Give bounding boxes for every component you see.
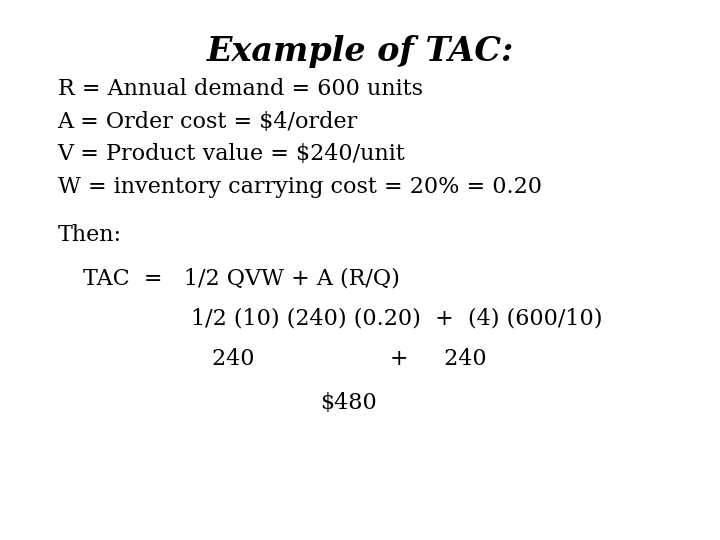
Text: Then:: Then: <box>58 224 122 246</box>
Text: R = Annual demand = 600 units: R = Annual demand = 600 units <box>58 78 423 100</box>
Text: 240                   +     240: 240 + 240 <box>212 348 487 370</box>
Text: TAC  =   1/2 QVW + A (R/Q): TAC = 1/2 QVW + A (R/Q) <box>83 267 400 289</box>
Text: A = Order cost = $4/order: A = Order cost = $4/order <box>58 111 358 133</box>
Text: V = Product value = $240/unit: V = Product value = $240/unit <box>58 143 405 165</box>
Text: $480: $480 <box>320 392 377 414</box>
Text: 1/2 (10) (240) (0.20)  +  (4) (600/10): 1/2 (10) (240) (0.20) + (4) (600/10) <box>191 308 603 330</box>
Text: W = inventory carrying cost = 20% = 0.20: W = inventory carrying cost = 20% = 0.20 <box>58 176 541 198</box>
Text: Example of TAC:: Example of TAC: <box>207 35 513 68</box>
